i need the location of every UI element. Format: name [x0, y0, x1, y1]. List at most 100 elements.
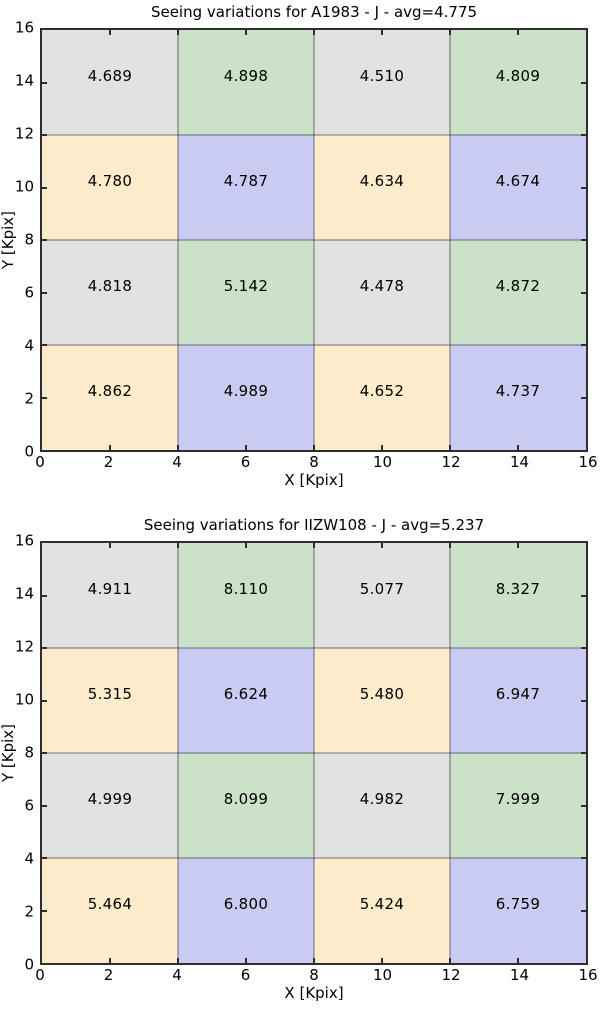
y-tick-label: 8 [24, 743, 34, 762]
heatmap-cell: 4.689 [42, 30, 178, 135]
y-axis-label-text: Y [Kpix] [0, 210, 18, 270]
cell-value: 4.809 [495, 66, 541, 85]
cell-value: 4.652 [359, 381, 405, 400]
cell-value: 7.999 [495, 789, 541, 808]
x-tick-label: 10 [372, 966, 393, 984]
cell-value: 6.800 [223, 894, 269, 913]
cell-value: 4.911 [87, 579, 133, 598]
heatmap-cell: 4.510 [314, 30, 450, 135]
heatmap-cell: 4.634 [314, 135, 450, 240]
y-tick-label: 6 [24, 796, 34, 815]
y-tick-label: 2 [24, 389, 34, 408]
cell-value: 4.787 [223, 171, 269, 190]
x-tick-label: 14 [509, 453, 530, 471]
x-tick-label: 4 [172, 453, 182, 471]
y-tick-label: 0 [24, 955, 34, 974]
y-tick-label: 2 [24, 902, 34, 921]
x-axis-label: X [Kpix] [284, 984, 344, 1002]
heatmap-cell: 4.809 [450, 30, 586, 135]
cell-value: 4.989 [223, 381, 269, 400]
y-tick-label: 8 [24, 230, 34, 249]
y-tick-label: 4 [24, 849, 34, 868]
heatmap-cell: 4.999 [42, 753, 178, 858]
heatmap-cell: 8.110 [178, 543, 314, 648]
x-tick-label: 6 [240, 966, 251, 984]
heatmap-cell: 4.737 [450, 345, 586, 450]
cell-value: 4.999 [87, 789, 133, 808]
heatmap-cell: 5.315 [42, 648, 178, 753]
heatmap-grid: 4.911 8.110 5.077 8.327 5.315 6.624 5.480 6.947… [40, 541, 588, 965]
cell-value: 8.327 [495, 579, 541, 598]
cell-value: 4.737 [495, 381, 541, 400]
cell-value: 4.982 [359, 789, 405, 808]
cell-value: 5.077 [359, 579, 405, 598]
x-axis-label: X [Kpix] [284, 471, 344, 489]
seeing-variations-chart-iizw108: Seeing variations for IIZW108 - J - avg=… [0, 516, 604, 1001]
y-tick-label: 0 [24, 442, 34, 461]
heatmap-cell: 5.077 [314, 543, 450, 648]
heatmap-cell: 6.759 [450, 858, 586, 963]
y-axis-label: Y [Kpix] [0, 28, 18, 452]
cell-value: 6.947 [495, 684, 541, 703]
cell-value: 5.315 [87, 684, 133, 703]
heatmap-cell: 4.898 [178, 30, 314, 135]
y-tick-label: 12 [14, 124, 34, 143]
y-tick-label: 6 [24, 283, 34, 302]
cell-value: 6.624 [223, 684, 269, 703]
x-tick-label: 16 [578, 453, 598, 471]
y-tick-label: 12 [14, 637, 34, 656]
heatmap-cell: 6.947 [450, 648, 586, 753]
cell-value: 4.674 [495, 171, 541, 190]
heatmap-cell: 8.099 [178, 753, 314, 858]
plot-region: Y [Kpix] 4.689 4.898 4.510 4.809 4.780 4.787 4… [0, 20, 598, 470]
cell-value: 4.862 [87, 381, 133, 400]
x-tick-labels: 0 2 4 6 8 10 12 14 16 [35, 452, 597, 471]
cell-value: 4.689 [87, 66, 133, 85]
heatmap-cell: 6.800 [178, 858, 314, 963]
cell-value: 4.872 [495, 276, 541, 295]
x-tick-label: 2 [103, 966, 114, 984]
x-tick-label: 12 [441, 453, 461, 471]
cell-value: 4.510 [359, 66, 405, 85]
y-tick-label: 10 [14, 690, 34, 709]
x-tick-label: 8 [309, 966, 319, 984]
chart-title: Seeing variations for A1983 - J - avg=4.… [150, 3, 478, 21]
heatmap-cell: 5.480 [314, 648, 450, 753]
heatmap-cell: 8.327 [450, 543, 586, 648]
heatmap-cell: 7.999 [450, 753, 586, 858]
heatmap-cell: 4.862 [42, 345, 178, 450]
y-tick-label: 16 [14, 18, 34, 37]
cell-value: 8.110 [223, 579, 269, 598]
y-tick-label: 4 [24, 336, 34, 355]
heatmap-cell: 4.652 [314, 345, 450, 450]
heatmap-cell: 4.818 [42, 240, 178, 345]
cell-value: 4.634 [359, 171, 405, 190]
y-axis-label-text: Y [Kpix] [0, 723, 18, 783]
heatmap-grid: 4.689 4.898 4.510 4.809 4.780 4.787 4.634 4.674… [40, 28, 588, 452]
x-tick-label: 8 [309, 453, 319, 471]
x-tick-label: 0 [35, 453, 45, 471]
heatmap-cell: 4.982 [314, 753, 450, 858]
y-tick-label: 16 [14, 531, 34, 550]
y-axis-label: Y [Kpix] [0, 541, 18, 965]
cell-value: 5.480 [359, 684, 405, 703]
cell-value: 5.464 [87, 894, 133, 913]
heatmap-cell: 4.780 [42, 135, 178, 240]
x-tick-labels: 0 2 4 6 8 10 12 14 16 [35, 965, 597, 984]
cell-value: 4.898 [223, 66, 269, 85]
heatmap-cell: 5.424 [314, 858, 450, 963]
x-tick-label: 6 [240, 453, 251, 471]
cell-value: 5.142 [223, 276, 269, 295]
chart-title: Seeing variations for IIZW108 - J - avg=… [143, 516, 485, 534]
x-tick-label: 16 [578, 966, 598, 984]
heatmap-cell: 4.872 [450, 240, 586, 345]
heatmap-cell: 5.464 [42, 858, 178, 963]
heatmap-cell: 4.989 [178, 345, 314, 450]
heatmap-cell: 4.478 [314, 240, 450, 345]
y-tick-label: 14 [14, 584, 34, 603]
heatmap-cell: 5.142 [178, 240, 314, 345]
cell-value: 6.759 [495, 894, 541, 913]
cell-value: 8.099 [223, 789, 269, 808]
y-tick-label: 14 [14, 71, 34, 90]
heatmap-cell: 6.624 [178, 648, 314, 753]
